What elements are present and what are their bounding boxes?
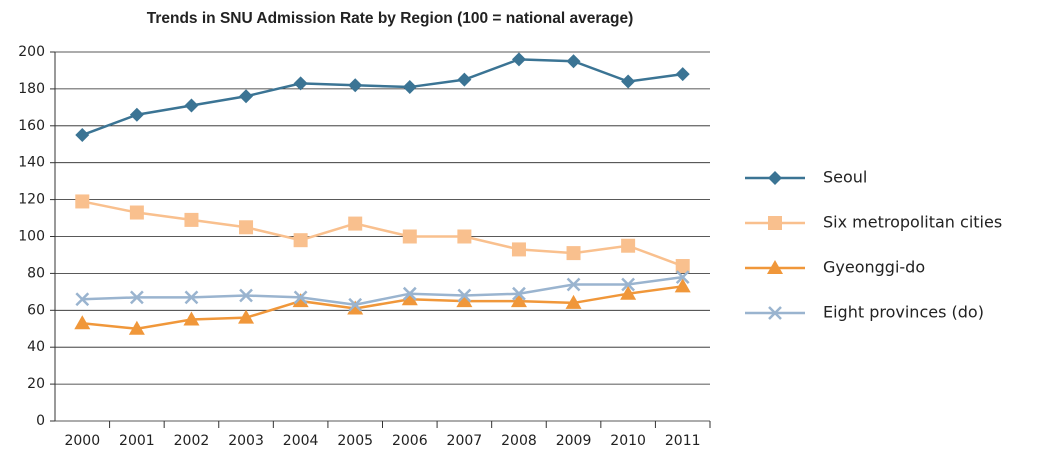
x-tick-label: 2011	[665, 433, 701, 449]
marker	[347, 300, 364, 315]
marker	[768, 171, 782, 185]
y-tick-label: 80	[27, 265, 45, 281]
marker	[768, 216, 782, 230]
y-tick-label: 60	[27, 302, 45, 318]
legend-label: Gyeonggi-do	[823, 258, 925, 277]
x-tick-label: 2007	[447, 433, 483, 449]
series-line	[81, 58, 683, 137]
marker	[402, 80, 417, 95]
y-tick-label: 160	[18, 118, 45, 134]
marker	[184, 290, 199, 305]
marker	[768, 306, 782, 320]
marker	[75, 128, 90, 143]
marker	[129, 290, 144, 305]
marker	[129, 107, 144, 122]
marker	[239, 220, 254, 235]
chart-title: Trends in SNU Admission Rate by Region (…	[147, 10, 634, 27]
marker	[183, 311, 200, 326]
marker	[348, 297, 363, 312]
y-tick-label: 40	[27, 339, 45, 355]
x-tick-label: 2000	[64, 433, 100, 449]
marker	[767, 260, 783, 274]
y-tick-label: 120	[18, 192, 45, 208]
legend-label: Seoul	[823, 168, 867, 187]
marker	[129, 205, 144, 220]
x-tick-label: 2006	[392, 433, 428, 449]
marker	[128, 320, 145, 335]
marker	[674, 278, 691, 293]
marker	[184, 98, 199, 113]
x-tick-label: 2009	[556, 433, 592, 449]
marker	[456, 293, 473, 308]
x-tick-label: 2004	[283, 433, 319, 449]
marker	[292, 293, 309, 308]
marker	[402, 229, 417, 244]
marker	[239, 89, 254, 104]
y-tick-label: 0	[36, 413, 45, 429]
marker	[238, 309, 255, 324]
marker	[457, 288, 472, 303]
marker	[75, 194, 90, 209]
marker	[293, 290, 308, 305]
x-tick-label: 2005	[337, 433, 373, 449]
marker	[457, 72, 472, 87]
x-tick-label: 2003	[228, 433, 264, 449]
marker	[566, 277, 581, 292]
marker	[239, 288, 253, 303]
marker	[621, 277, 636, 292]
series-line	[82, 275, 683, 307]
marker	[566, 54, 581, 69]
marker	[620, 285, 637, 300]
marker	[621, 238, 636, 253]
marker	[293, 76, 308, 91]
marker	[511, 242, 526, 257]
marker	[457, 229, 472, 244]
y-tick-label: 200	[18, 44, 45, 60]
x-tick-label: 2001	[119, 433, 155, 449]
marker	[510, 293, 527, 308]
series-line	[82, 200, 684, 268]
marker	[675, 259, 690, 274]
marker	[402, 286, 417, 301]
marker	[184, 212, 199, 227]
x-tick-label: 2008	[501, 433, 537, 449]
marker	[75, 292, 90, 307]
legend-label: Six metropolitan cities	[823, 213, 1002, 232]
marker	[74, 315, 91, 330]
marker	[348, 216, 363, 231]
marker	[675, 270, 690, 284]
marker	[348, 78, 363, 93]
marker	[511, 52, 526, 67]
marker	[675, 67, 690, 82]
x-tick-label: 2010	[610, 433, 646, 449]
x-tick-label: 2002	[174, 433, 210, 449]
marker	[401, 291, 418, 306]
series-line	[82, 285, 683, 331]
y-tick-label: 140	[18, 155, 45, 171]
marker	[566, 246, 581, 261]
y-tick-label: 100	[18, 229, 45, 245]
marker	[621, 74, 636, 89]
y-tick-label: 180	[18, 81, 45, 97]
marker	[293, 233, 308, 248]
marker	[512, 286, 526, 301]
marker	[565, 294, 582, 309]
y-tick-label: 20	[27, 376, 45, 392]
legend-label: Eight provinces (do)	[823, 303, 984, 322]
